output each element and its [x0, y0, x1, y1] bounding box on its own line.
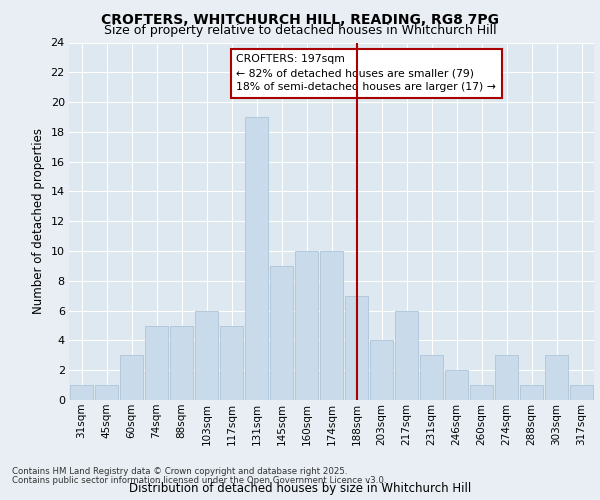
Bar [170, 326, 193, 400]
Bar [195, 310, 218, 400]
Bar [445, 370, 468, 400]
Bar [120, 356, 143, 400]
Bar [570, 385, 593, 400]
Bar [295, 251, 318, 400]
Bar [145, 326, 168, 400]
Bar [245, 117, 268, 400]
Y-axis label: Number of detached properties: Number of detached properties [32, 128, 45, 314]
Bar [495, 356, 518, 400]
Bar [395, 310, 418, 400]
Text: Contains public sector information licensed under the Open Government Licence v3: Contains public sector information licen… [12, 476, 386, 485]
Bar [470, 385, 493, 400]
Bar [545, 356, 568, 400]
Bar [370, 340, 393, 400]
Bar [220, 326, 243, 400]
Bar [70, 385, 93, 400]
Bar [320, 251, 343, 400]
Text: Distribution of detached houses by size in Whitchurch Hill: Distribution of detached houses by size … [129, 482, 471, 495]
Bar [95, 385, 118, 400]
Bar [270, 266, 293, 400]
Text: Contains HM Land Registry data © Crown copyright and database right 2025.: Contains HM Land Registry data © Crown c… [12, 467, 347, 476]
Bar [520, 385, 543, 400]
Text: CROFTERS, WHITCHURCH HILL, READING, RG8 7PG: CROFTERS, WHITCHURCH HILL, READING, RG8 … [101, 12, 499, 26]
Text: Size of property relative to detached houses in Whitchurch Hill: Size of property relative to detached ho… [104, 24, 496, 37]
Bar [420, 356, 443, 400]
Text: CROFTERS: 197sqm
← 82% of detached houses are smaller (79)
18% of semi-detached : CROFTERS: 197sqm ← 82% of detached house… [236, 54, 496, 92]
Bar [345, 296, 368, 400]
